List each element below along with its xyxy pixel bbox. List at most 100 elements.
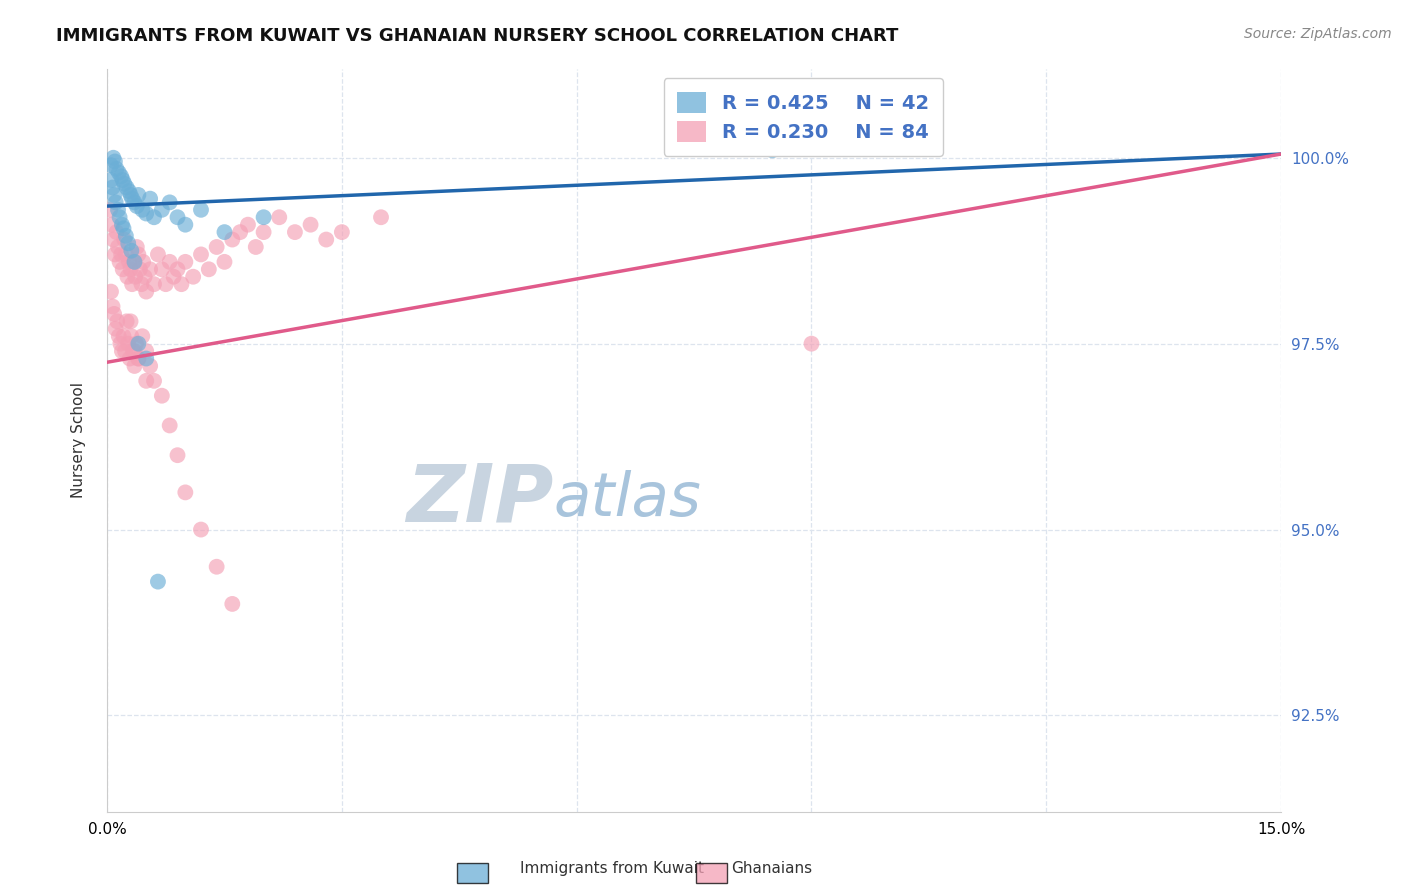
Point (190, 202, 212, 217)
Point (107, 202, 129, 217)
Point (104, 154, 127, 169)
Point (299, 218, 322, 232)
Point (115, 180, 138, 194)
Point (127, 188, 149, 202)
Point (330, 225, 353, 239)
Point (101, 180, 124, 194)
Point (125, 336, 148, 351)
Point (104, 247, 127, 261)
Point (118, 255, 141, 269)
Point (162, 269, 184, 284)
Point (174, 485, 197, 500)
Text: IMMIGRANTS FROM KUWAIT VS GHANAIAN NURSERY SCHOOL CORRELATION CHART: IMMIGRANTS FROM KUWAIT VS GHANAIAN NURSE… (56, 27, 898, 45)
Point (103, 233, 125, 247)
Point (127, 336, 149, 351)
Point (135, 374, 157, 388)
Point (229, 225, 252, 239)
Point (214, 225, 236, 239)
Point (190, 247, 212, 261)
Point (98, 202, 121, 217)
Text: atlas: atlas (553, 470, 702, 529)
Point (125, 199, 148, 213)
Point (122, 255, 145, 269)
Point (112, 177, 135, 191)
Point (221, 597, 243, 611)
Point (127, 351, 149, 366)
Point (103, 188, 125, 202)
Point (110, 169, 132, 184)
Point (127, 247, 149, 261)
Point (111, 262, 134, 277)
Point (111, 173, 134, 187)
Text: Ghanaians: Ghanaians (731, 861, 813, 876)
Legend: R = 0.425    N = 42, R = 0.230    N = 84: R = 0.425 N = 42, R = 0.230 N = 84 (664, 78, 942, 155)
Point (127, 351, 149, 366)
Point (150, 262, 173, 277)
Point (245, 240, 267, 254)
Point (101, 300, 124, 314)
Point (166, 448, 188, 462)
Point (139, 262, 162, 277)
Text: Source: ZipAtlas.com: Source: ZipAtlas.com (1244, 27, 1392, 41)
Point (111, 344, 134, 359)
Point (117, 269, 139, 284)
Point (108, 329, 131, 343)
Point (166, 262, 188, 277)
Point (205, 559, 228, 574)
Point (190, 523, 212, 537)
Point (105, 225, 128, 239)
Point (124, 344, 146, 359)
Point (104, 195, 127, 210)
Point (131, 202, 153, 217)
Point (159, 418, 181, 433)
Point (131, 329, 153, 343)
Point (115, 314, 138, 328)
Point (761, 144, 783, 158)
Point (134, 269, 156, 284)
Point (120, 188, 142, 202)
Text: Immigrants from Kuwait: Immigrants from Kuwait (520, 861, 704, 876)
Point (100, 285, 122, 299)
Point (174, 218, 197, 232)
Point (114, 344, 136, 359)
Point (110, 336, 132, 351)
Point (108, 211, 131, 225)
Point (252, 211, 274, 225)
Point (100, 218, 122, 232)
Point (115, 247, 138, 261)
Point (117, 336, 139, 351)
Point (800, 336, 823, 351)
Point (146, 574, 169, 589)
Point (107, 240, 129, 254)
Point (118, 184, 141, 198)
Point (117, 236, 139, 251)
Point (120, 244, 142, 258)
Point (121, 192, 143, 206)
Point (155, 277, 177, 292)
Point (370, 211, 392, 225)
Point (181, 269, 204, 284)
Point (100, 173, 122, 187)
Point (236, 218, 259, 232)
Point (124, 195, 146, 210)
Point (105, 314, 128, 328)
Point (166, 211, 188, 225)
Point (143, 211, 166, 225)
Point (129, 262, 152, 277)
Point (103, 151, 125, 165)
Point (110, 247, 132, 261)
Point (104, 322, 127, 336)
Point (159, 255, 181, 269)
Point (135, 344, 157, 359)
Point (124, 255, 146, 269)
Point (108, 166, 131, 180)
Point (221, 233, 243, 247)
Point (252, 225, 274, 239)
Point (135, 351, 157, 366)
Point (139, 192, 162, 206)
Point (112, 329, 135, 343)
Point (174, 255, 197, 269)
Point (124, 269, 146, 284)
Point (315, 233, 337, 247)
Point (132, 255, 155, 269)
